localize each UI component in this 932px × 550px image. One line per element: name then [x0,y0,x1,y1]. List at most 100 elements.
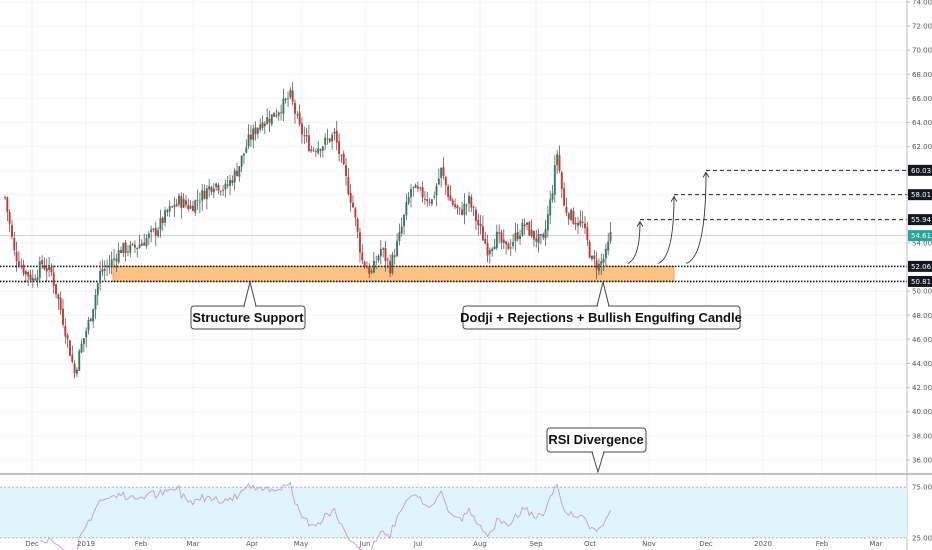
candle-body [458,207,461,209]
price-tick-label: 50.00 [912,288,932,296]
arrow-head [670,195,678,202]
candle [205,185,208,210]
candle [449,185,452,201]
candle-body [222,190,225,191]
time-tick-label: Sep [529,540,543,548]
candle-body [419,187,422,189]
candle [465,203,468,216]
candle [537,228,540,253]
candle [263,120,266,135]
candle-body [8,212,11,224]
candle-body [143,242,146,246]
candle [340,154,343,163]
candle-body [595,260,598,270]
candle-body [398,232,401,241]
candle-body [59,297,62,310]
candle [407,191,410,206]
candle-body [124,242,127,254]
candle [342,150,345,166]
candle [43,257,46,271]
candle-body [567,213,570,220]
candle-body [384,248,387,262]
candle [259,118,262,133]
candle-body [565,206,568,213]
candle-body [189,205,192,209]
price-tag: 50.81 [908,275,932,287]
time-tick-label: 2019 [77,540,95,548]
candle-body [75,369,78,374]
candle [484,231,487,245]
candle [143,233,146,246]
candle [215,182,218,191]
candle [294,99,296,124]
time-tick-label: 2020 [754,540,772,548]
candle-body [110,259,113,266]
candle-body [449,195,452,201]
candle-body [475,209,477,221]
candle [85,327,88,348]
candle-body [240,155,243,167]
candle [391,251,394,275]
candle-body [560,172,563,190]
candle-body [122,242,125,253]
candle [405,193,408,220]
candle-body [377,255,380,261]
candle-body [479,223,482,227]
candle-body [284,98,287,101]
candle [247,124,250,149]
candle-body [505,241,508,245]
price-tag: 55.94 [908,214,932,226]
candle [607,233,610,256]
candle-body [106,266,109,268]
candle [477,213,480,236]
candle [574,216,577,231]
candle [468,191,470,213]
candle-body [194,200,197,213]
candle-body [451,200,454,205]
candle-body [391,254,394,274]
candle [542,232,545,241]
candle [461,201,463,216]
candle [567,211,570,225]
candle-body [73,363,76,374]
candle [591,254,593,262]
candle-body [66,335,69,339]
candle-body [493,246,496,250]
candle [198,192,201,214]
candle-body [38,261,41,278]
candle-body [342,153,345,165]
candle-body [157,230,160,237]
callout-pointer [591,451,605,474]
candle [507,242,510,250]
candle-body [108,265,111,268]
candle-body [282,98,285,114]
candle [31,269,34,288]
candle [345,157,347,186]
candle [275,108,278,118]
candle-body [103,268,106,271]
candle-body [15,251,18,262]
candle [82,338,85,353]
candle-body [178,195,180,205]
candle-body [150,229,153,233]
price-tick-label: 40.00 [912,408,932,416]
time-tick-label: Feb [816,540,829,548]
rsi-panel [0,473,932,550]
candle-body [375,262,378,263]
candle-body [127,251,129,253]
candle [145,234,148,249]
candle-body [31,277,34,281]
candle-body [442,167,445,176]
candle [80,339,83,354]
candle-body [405,202,408,216]
candle [442,157,445,180]
candle [321,145,324,158]
candle [435,183,438,207]
candle [254,121,257,141]
candle-body [140,243,143,246]
candle [113,248,115,268]
candle-body [243,153,245,156]
candle [159,209,162,238]
price-tick-label: 38.00 [912,432,932,440]
candle-body [553,165,556,195]
